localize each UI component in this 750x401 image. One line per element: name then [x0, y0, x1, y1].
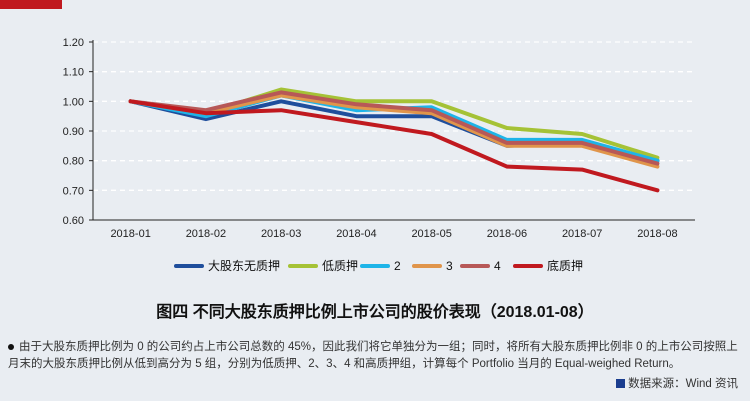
- y-tick-label: 0.70: [63, 185, 84, 197]
- square-icon: [616, 379, 626, 388]
- series-line-4: [128, 93, 660, 169]
- x-tick-label: 2018-03: [261, 228, 301, 240]
- legend-label: 低质押: [322, 259, 358, 273]
- legend-label: 大股东无质押: [208, 259, 280, 273]
- series-line-6: [128, 99, 660, 193]
- y-axis-ticks: 1.20 1.10 1.00 0.90 0.80 0.70 0.60: [63, 37, 93, 227]
- series-line-5: [128, 90, 660, 166]
- y-tick-label: 0.80: [63, 156, 84, 168]
- figure-title: 图四 不同大股东质押比例上市公司的股价表现（2018.01-08）: [156, 304, 594, 321]
- y-tick-label: 0.90: [63, 126, 84, 138]
- x-tick-label: 2018-01: [110, 228, 150, 240]
- x-tick-label: 2018-02: [186, 228, 226, 240]
- x-tick-label: 2018-07: [562, 228, 602, 240]
- data-source: 数据来源：Wind 资讯: [616, 375, 738, 391]
- y-tick-label: 1.10: [63, 67, 84, 79]
- x-tick-label: 2018-08: [637, 228, 677, 240]
- y-tick-label: 0.60: [63, 215, 84, 227]
- x-tick-label: 2018-04: [336, 228, 376, 240]
- note-text: 由于大股东质押比例为 0 的公司约占上市公司总数的 45%，因此我们将它单独分为…: [8, 341, 738, 370]
- x-axis-ticks: 2018-01 2018-02 2018-03 2018-04 2018-05 2018-…: [110, 228, 677, 240]
- axes: [92, 40, 695, 221]
- x-tick-label: 2018-06: [487, 228, 527, 240]
- legend-label: 底质押: [547, 258, 583, 273]
- y-tick-label: 1.00: [63, 96, 84, 108]
- legend-label: 3: [446, 259, 453, 273]
- y-tick-label: 1.20: [63, 37, 84, 49]
- legend-label: 2: [394, 259, 401, 273]
- x-tick-label: 2018-05: [411, 228, 451, 240]
- series-lines: [128, 87, 660, 193]
- figure-note: 由于大股东质押比例为 0 的公司约占上市公司总数的 45%，因此我们将它单独分为…: [8, 339, 740, 373]
- line-chart: 1.201.101.000.900.800.700.60 2018-01 2018…: [63, 37, 695, 273]
- header-accent-bar: [0, 0, 62, 9]
- legend: 大股东无质押 低质押 2 3 4 底质押: [174, 258, 583, 273]
- bullet-icon: [8, 343, 14, 350]
- source-text: 数据来源：Wind 资讯: [628, 378, 738, 390]
- legend-label: 4: [494, 259, 501, 273]
